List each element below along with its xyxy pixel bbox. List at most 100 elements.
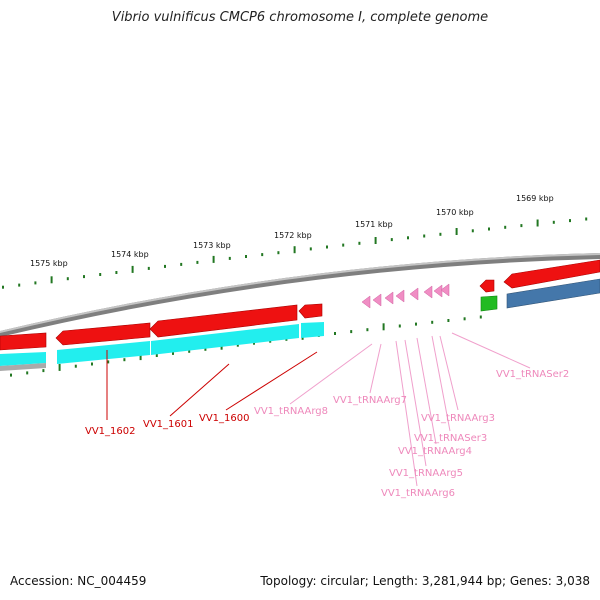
label-leader-lines — [106, 332, 531, 487]
major-tick — [50, 276, 53, 284]
inner-minor-tick — [42, 369, 45, 373]
minor-tick — [585, 217, 588, 221]
minor-tick — [326, 245, 328, 249]
trna-features — [361, 283, 450, 309]
minor-tick — [196, 260, 199, 264]
cyan-band-1601 — [151, 324, 299, 355]
gene-cds-small-right[interactable] — [479, 279, 495, 293]
minor-tick — [488, 227, 490, 231]
trna-arrow[interactable] — [433, 284, 443, 298]
trna-arrow[interactable] — [395, 289, 405, 303]
minor-tick — [552, 220, 555, 224]
major-tick — [131, 265, 134, 273]
minor-tick — [115, 271, 118, 274]
leader-line — [404, 339, 427, 467]
minor-tick — [407, 236, 409, 240]
inner-minor-tick — [204, 347, 207, 351]
minor-tick — [277, 251, 280, 255]
gene-label-vv1-trnaarg7[interactable]: VV1_tRNAArg7 — [333, 395, 407, 406]
minor-tick — [180, 262, 183, 266]
leader-line — [289, 343, 373, 405]
major-tick — [455, 228, 458, 235]
inner-major-tick — [382, 323, 385, 331]
minor-tick — [147, 266, 150, 270]
leader-line — [169, 363, 230, 417]
green-feature[interactable] — [480, 295, 498, 312]
gene-label-vv1-trnaser3[interactable]: VV1_tRNASer3 — [414, 433, 487, 444]
scale-label-1569: 1569 kbp — [516, 194, 554, 203]
gene-label-vv1-trnaser2[interactable]: VV1_tRNASer2 — [496, 369, 569, 380]
leader-line — [369, 343, 382, 394]
gene-label-vv1-1600[interactable]: VV1_1600 — [199, 413, 250, 424]
gene-cds-left-edge[interactable] — [0, 332, 47, 351]
gene-label-vv1-1601[interactable]: VV1_1601 — [143, 419, 194, 430]
trna-arrow[interactable] — [423, 285, 433, 299]
inner-minor-tick — [123, 358, 126, 362]
minor-tick — [390, 238, 393, 242]
minor-tick — [358, 241, 361, 245]
cyan-band-1600 — [301, 322, 324, 338]
trna-arrow[interactable] — [372, 293, 382, 307]
chromosome-backbone-highlight — [0, 253, 600, 333]
scale-label-1574: 1574 kbp — [111, 250, 149, 259]
inner-minor-tick — [253, 341, 255, 345]
minor-tick — [309, 247, 312, 251]
inner-minor-tick — [350, 330, 353, 334]
inner-minor-tick — [479, 315, 482, 319]
minor-tick — [2, 285, 4, 289]
minor-tick — [66, 277, 69, 281]
trna-arrow[interactable] — [440, 283, 450, 297]
grey-band-left — [0, 363, 46, 371]
scale-label-1575: 1575 kbp — [30, 259, 68, 268]
inner-minor-tick — [463, 317, 466, 321]
minor-tick — [228, 256, 231, 260]
inner-minor-tick — [91, 362, 93, 366]
inner-minor-tick — [107, 360, 110, 364]
gene-label-vv1-trnaarg8[interactable]: VV1_tRNAArg8 — [254, 406, 328, 417]
scale-label-1573: 1573 kbp — [193, 241, 231, 250]
minor-tick — [34, 281, 37, 285]
trna-arrow[interactable] — [384, 291, 394, 305]
blue-feature[interactable] — [506, 278, 600, 309]
inner-minor-tick — [431, 320, 434, 324]
major-tick — [293, 246, 296, 254]
inner-minor-tick — [366, 328, 369, 332]
scale-label-1570: 1570 kbp — [436, 208, 474, 217]
inner-minor-tick — [415, 322, 417, 326]
gene-label-vv1-trnaarg5[interactable]: VV1_tRNAArg5 — [389, 468, 463, 479]
minor-tick — [261, 253, 264, 257]
gene-cds-vv1-1601[interactable] — [149, 304, 298, 338]
minor-tick — [504, 225, 507, 229]
gene-label-vv1-1602[interactable]: VV1_1602 — [85, 426, 136, 437]
gene-cds-vv1-1602[interactable] — [55, 322, 151, 346]
minor-tick — [83, 275, 85, 279]
inner-major-tick — [139, 353, 142, 361]
inner-minor-tick — [398, 324, 401, 328]
leader-line — [416, 337, 437, 445]
gene-label-vv1-trnaarg3[interactable]: VV1_tRNAArg3 — [421, 413, 495, 424]
minor-tick — [164, 264, 166, 268]
leader-line — [439, 335, 459, 411]
trna-arrow[interactable] — [361, 295, 371, 309]
gene-label-vv1-trnaarg4[interactable]: VV1_tRNAArg4 — [398, 446, 472, 457]
inner-major-tick — [58, 363, 61, 371]
minor-tick — [342, 243, 345, 247]
inner-minor-tick — [447, 319, 450, 322]
trna-arrow[interactable] — [409, 287, 419, 301]
minor-tick — [18, 283, 21, 287]
map-title: Vibrio vulnificus CMCP6 chromosome I, co… — [111, 10, 489, 25]
genome-summary-text: Topology: circular; Length: 3,281,944 bp… — [260, 574, 590, 588]
leader-line — [225, 351, 318, 411]
cyan-band-left — [0, 352, 46, 366]
gene-label-vv1-trnaarg6[interactable]: VV1_tRNAArg6 — [381, 488, 455, 499]
minor-tick — [520, 224, 523, 228]
scale-label-1571: 1571 kbp — [355, 220, 393, 229]
gene-cds-right-edge[interactable] — [503, 259, 600, 289]
gene-cds-vv1-1600[interactable] — [298, 303, 323, 319]
minor-tick — [245, 255, 247, 258]
inner-minor-tick — [26, 371, 29, 375]
minor-tick — [471, 229, 474, 233]
minor-tick — [569, 219, 571, 223]
